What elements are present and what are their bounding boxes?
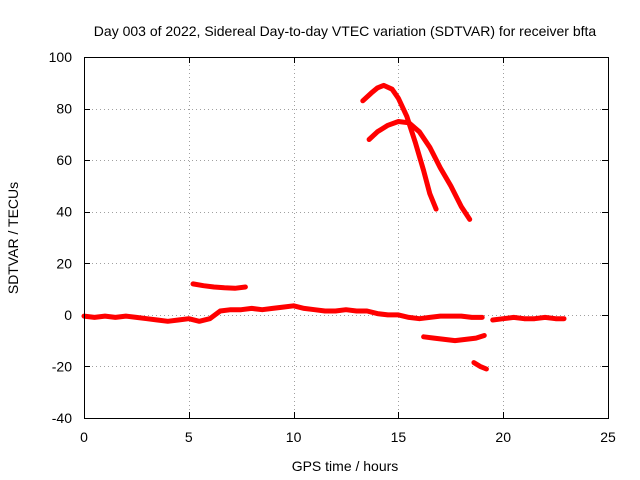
chart-title: Day 003 of 2022, Sidereal Day-to-day VTE… — [94, 23, 597, 39]
y-tick-label: 40 — [56, 204, 72, 220]
x-tick-label: 5 — [185, 429, 193, 445]
x-tick-label: 20 — [495, 429, 511, 445]
series-segment-negative — [421, 333, 487, 344]
series-arc-high — [360, 82, 439, 212]
x-tick-label: 15 — [391, 429, 407, 445]
y-tick-label: 100 — [49, 49, 73, 65]
series-near-zero — [81, 303, 485, 324]
series-segment-positive — [190, 281, 248, 291]
y-tick-label: -40 — [52, 410, 72, 426]
y-tick-label: 80 — [56, 101, 72, 117]
data-series — [81, 82, 567, 372]
y-tick-labels: -40 -20 0 20 40 60 80 100 — [49, 49, 73, 426]
y-tick-label: -20 — [52, 358, 72, 374]
y-axis-title: SDTVAR / TECUs — [5, 182, 21, 294]
series-near-zero-late — [490, 314, 567, 323]
grid-lines — [84, 57, 608, 418]
x-tick-label: 10 — [286, 429, 302, 445]
y-tick-label: 0 — [64, 307, 72, 323]
y-tick-label: 60 — [56, 152, 72, 168]
x-axis-title: GPS time / hours — [292, 458, 399, 474]
x-tick-label: 25 — [600, 429, 616, 445]
plot-frame — [84, 57, 609, 419]
y-tick-label: 20 — [56, 255, 72, 271]
axis-ticks — [84, 57, 609, 419]
series-arc-mid — [366, 119, 473, 222]
x-tick-label: 0 — [80, 429, 88, 445]
series-segment-low — [471, 360, 489, 372]
x-tick-labels: 0 5 10 15 20 25 — [80, 429, 616, 445]
